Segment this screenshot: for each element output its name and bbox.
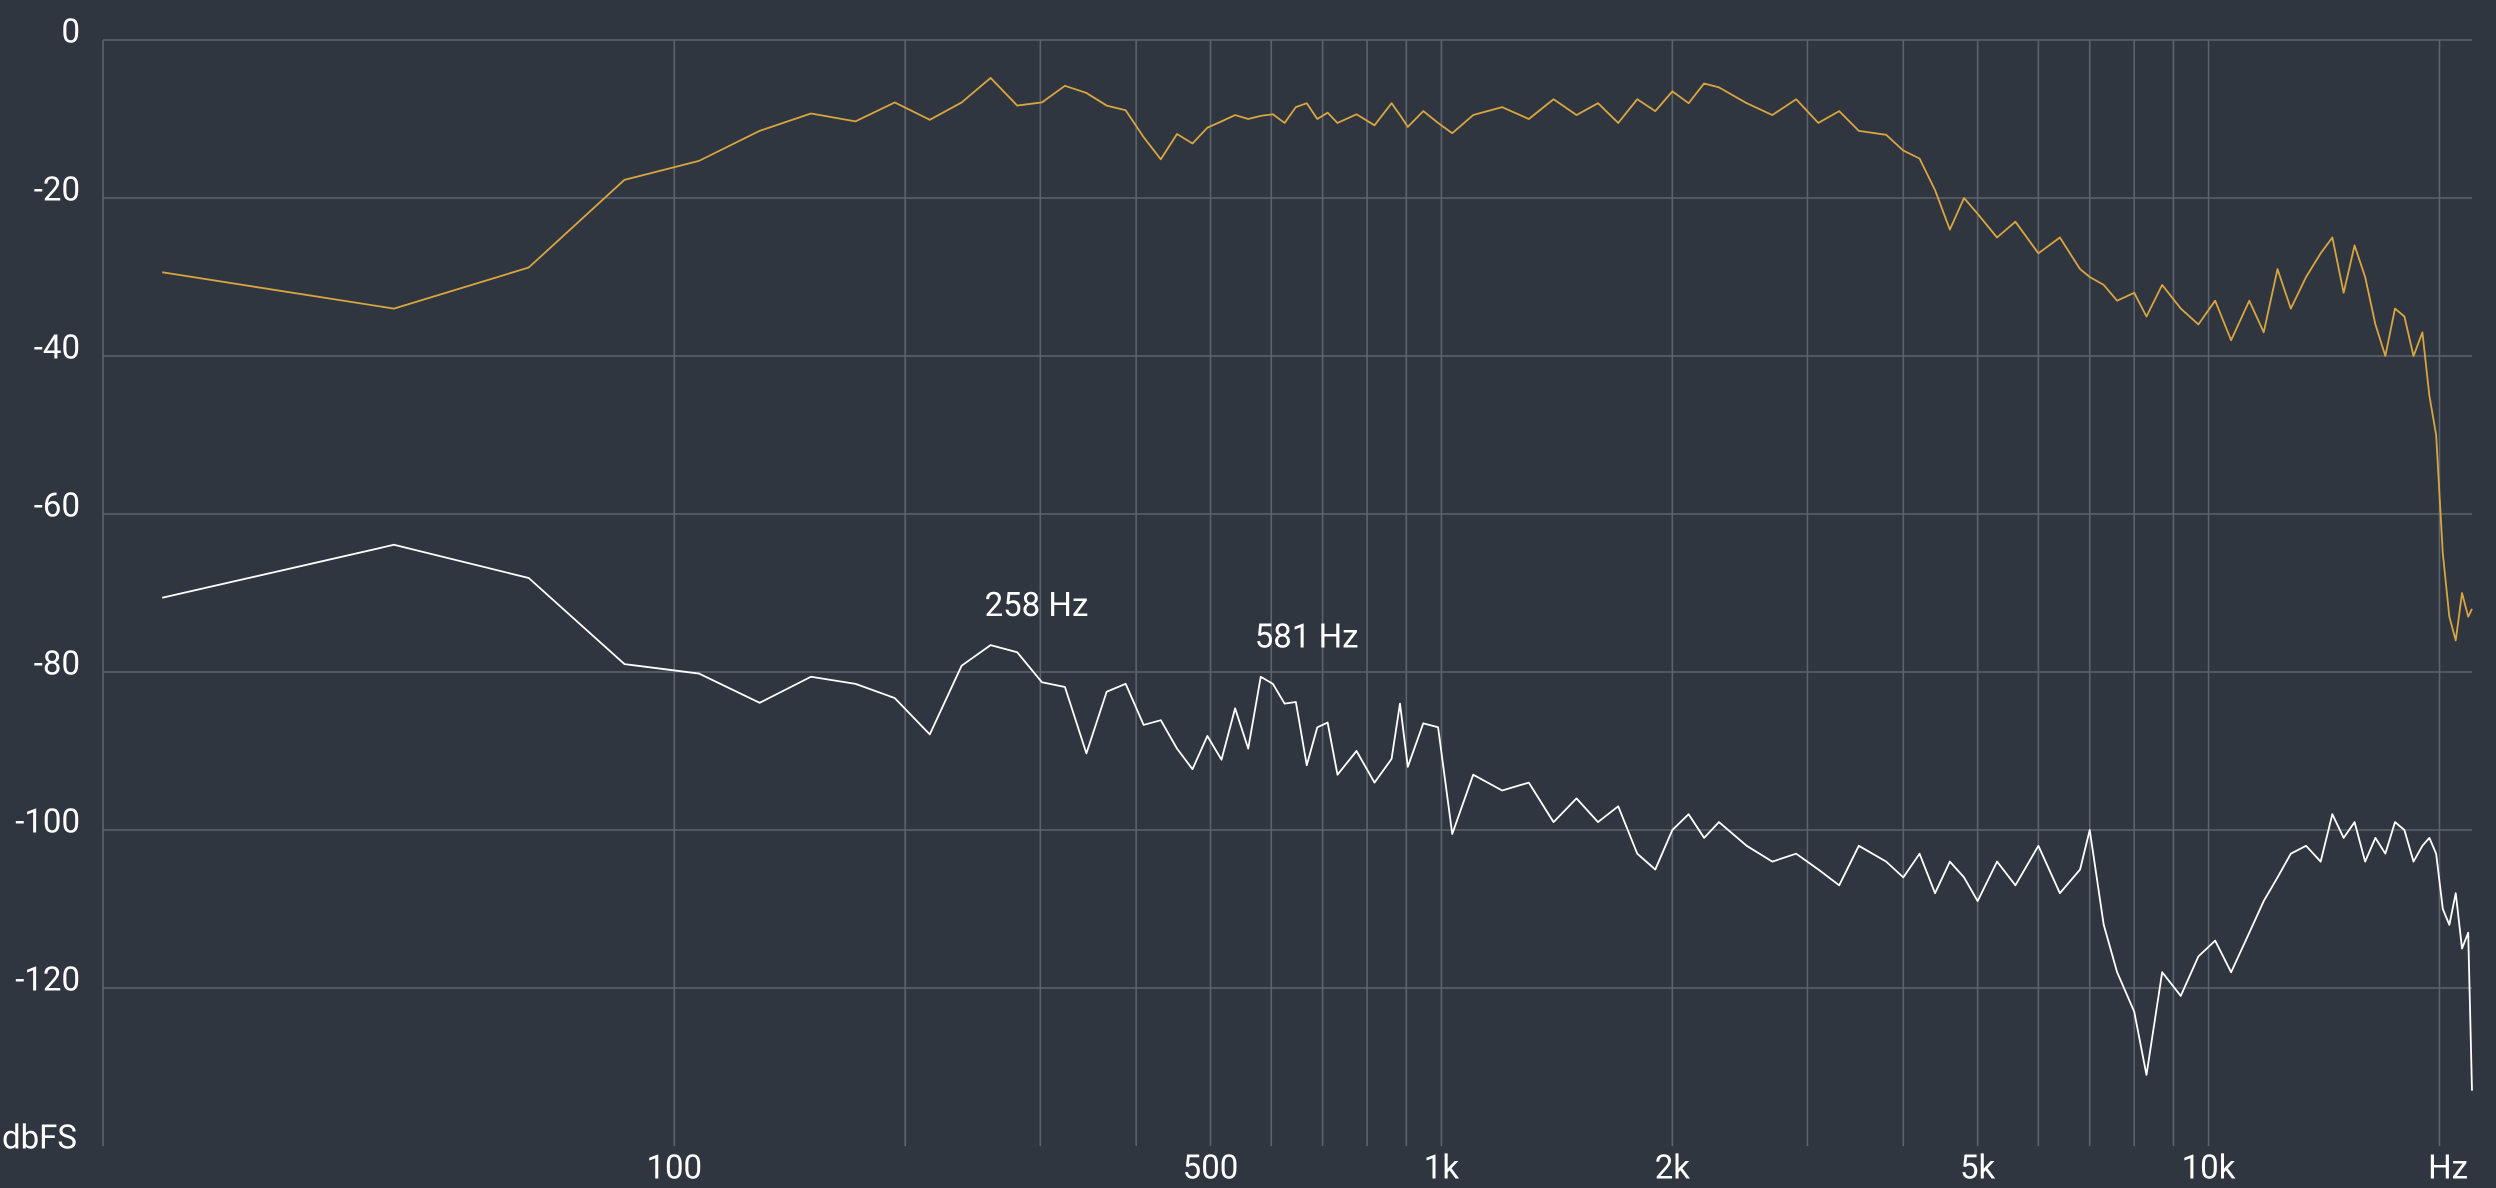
peak-annotation: 581 Hz bbox=[1255, 617, 1359, 656]
x-tick-label: 5k bbox=[1960, 1149, 1996, 1188]
peak-annotation: 258 Hz bbox=[985, 586, 1089, 625]
y-tick-label: -100 bbox=[15, 803, 80, 842]
y-tick-label: 0 bbox=[61, 13, 80, 52]
y-tick-label: -60 bbox=[34, 487, 80, 526]
y-axis-label: dbFS bbox=[2, 1119, 77, 1158]
series-line bbox=[161, 543, 2473, 1091]
y-tick-label: -20 bbox=[34, 171, 80, 210]
series-line bbox=[162, 77, 2473, 642]
x-tick-label: 10k bbox=[2182, 1149, 2236, 1188]
x-tick-label: 500 bbox=[1183, 1149, 1239, 1188]
y-tick-label: -40 bbox=[34, 329, 80, 368]
x-tick-label: 2k bbox=[1655, 1149, 1691, 1188]
x-axis-label: Hz bbox=[2428, 1149, 2468, 1188]
x-tick-label: 100 bbox=[646, 1149, 702, 1188]
x-tick-label: 1k bbox=[1424, 1149, 1460, 1188]
y-tick-label: -120 bbox=[15, 961, 80, 1000]
y-tick-label: -80 bbox=[34, 645, 80, 684]
